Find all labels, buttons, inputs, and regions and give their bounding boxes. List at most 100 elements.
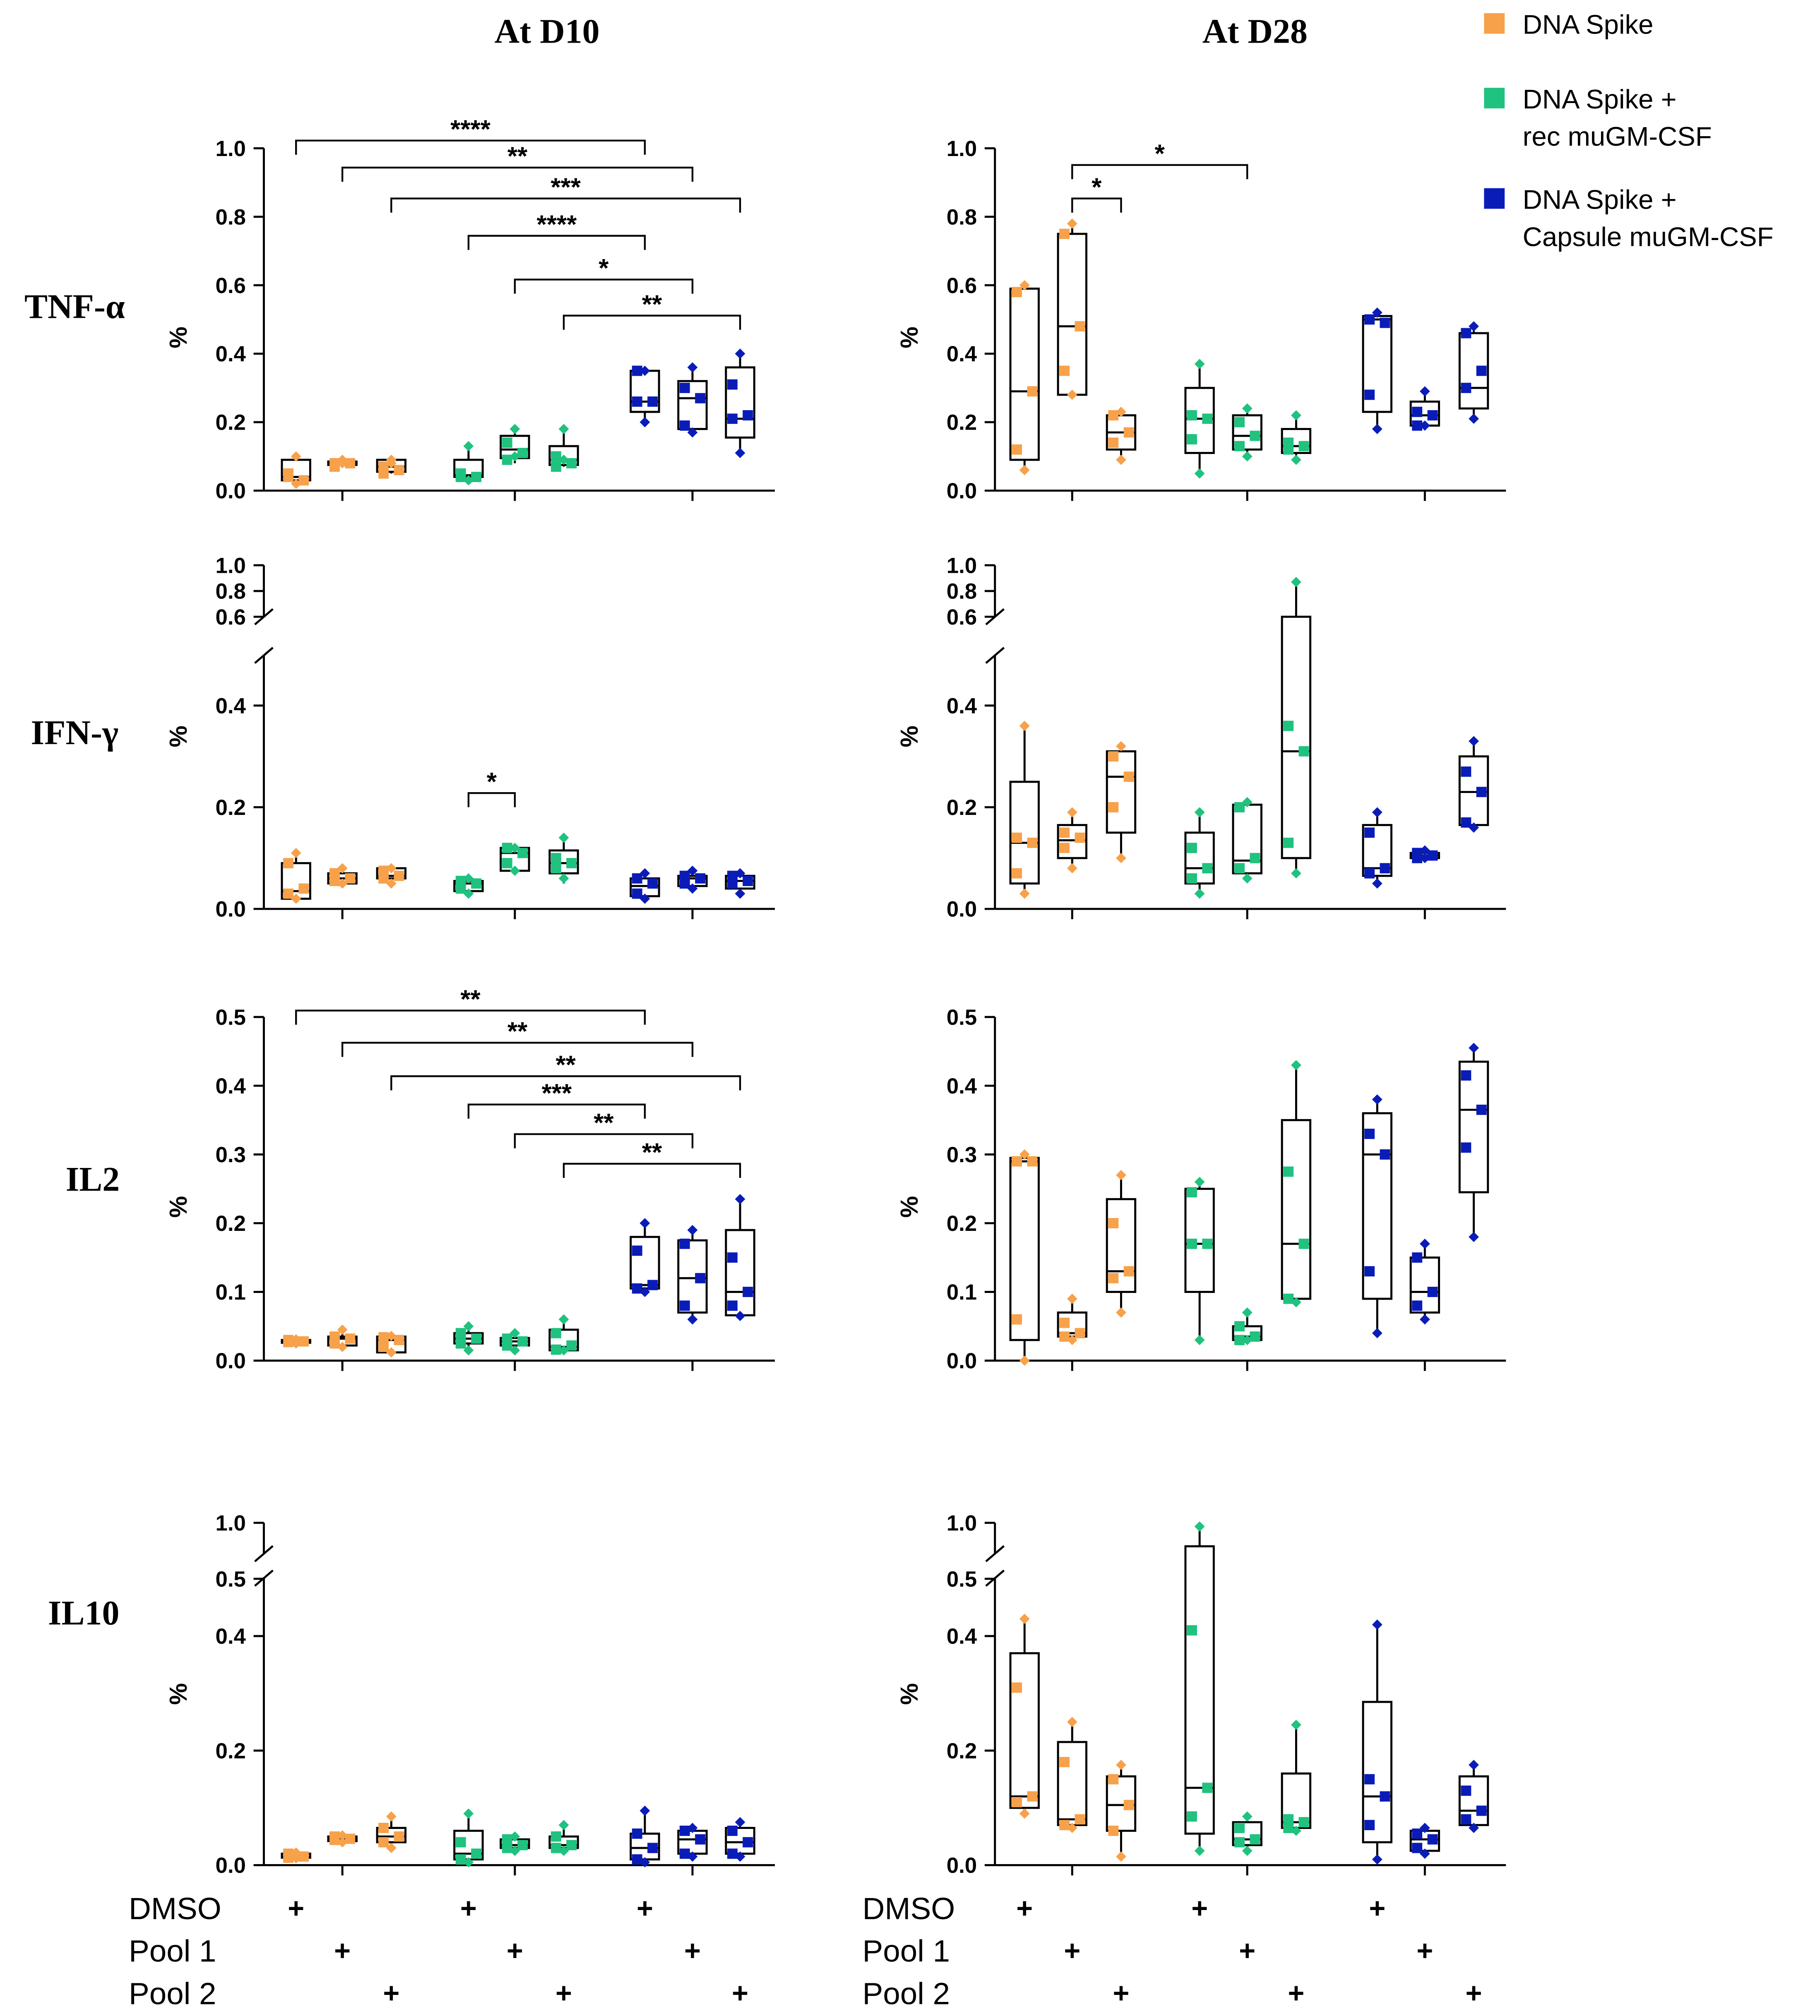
data-point [283, 471, 293, 482]
data-point [386, 1811, 397, 1822]
y-axis-label: % [896, 1683, 923, 1705]
data-point [735, 1194, 745, 1204]
data-point [695, 1273, 706, 1283]
x-table-plus: + [1239, 1935, 1255, 1967]
y-tick-label: 0.0 [215, 1349, 245, 1373]
x-table-plus: + [1466, 1978, 1482, 2009]
data-point [283, 858, 293, 868]
data-point [1123, 771, 1134, 782]
data-point [345, 1333, 356, 1344]
data-point [471, 1333, 481, 1344]
y-tick-label: 0.5 [947, 1567, 977, 1591]
data-point [743, 410, 753, 421]
data-point [1194, 1845, 1205, 1856]
data-point [455, 1328, 466, 1338]
data-point [1187, 873, 1197, 884]
data-point [510, 424, 520, 434]
data-point [329, 876, 340, 886]
box-rect [1184, 387, 1215, 454]
y-tick-label: 0.0 [947, 897, 977, 922]
axis-break-mark [254, 1569, 274, 1587]
significance-bracket [295, 139, 646, 155]
axis-break-mark [254, 1545, 274, 1562]
data-point [558, 424, 569, 434]
data-point [1461, 1070, 1471, 1081]
data-point [551, 863, 561, 874]
data-point [679, 1300, 690, 1311]
row-label: IFN-γ [31, 714, 118, 752]
data-point [1364, 1129, 1375, 1139]
data-point [510, 1345, 520, 1356]
data-point [1067, 1335, 1077, 1346]
data-point [283, 888, 293, 899]
data-point [735, 888, 745, 899]
data-point [551, 1831, 561, 1842]
significance-label: ** [594, 1109, 614, 1137]
x-table-plus: + [732, 1978, 748, 2009]
y-tick-label: 0.4 [215, 1074, 246, 1098]
data-point [1372, 1619, 1382, 1630]
y-tick-label: 0.8 [947, 579, 977, 604]
data-point [1116, 1307, 1126, 1318]
data-point [1027, 1156, 1038, 1167]
data-point [1364, 868, 1375, 879]
significance-bracket [1071, 197, 1122, 213]
data-point [1075, 832, 1085, 843]
data-point [1372, 1328, 1382, 1338]
data-point [1469, 1043, 1479, 1053]
data-point [298, 883, 309, 894]
y-tick-label: 0.2 [947, 1739, 977, 1763]
y-axis-label: % [896, 327, 923, 348]
data-point [1380, 863, 1390, 874]
row-label: IL10 [48, 1594, 120, 1632]
x-table-plus: + [1016, 1893, 1033, 1924]
data-point [1194, 807, 1205, 818]
box-rect [1281, 428, 1312, 454]
data-point [1419, 853, 1430, 863]
axis-break-mark [254, 608, 274, 625]
data-point [1234, 441, 1245, 452]
y-tick-label: 0.2 [215, 1739, 245, 1763]
data-point [298, 1336, 309, 1347]
data-point [1116, 853, 1126, 863]
data-point [1372, 1854, 1382, 1865]
data-point [1242, 451, 1253, 462]
data-point [632, 365, 642, 376]
column-title: At D28 [1202, 12, 1308, 50]
data-point [298, 1851, 309, 1862]
x-table-plus: + [1369, 1893, 1385, 1924]
significance-label: * [487, 768, 497, 796]
data-point [1075, 1328, 1085, 1338]
data-point [1380, 1791, 1390, 1802]
data-point [337, 1837, 348, 1848]
data-point [743, 1287, 753, 1297]
y-axis-label: % [165, 327, 192, 348]
data-point [1412, 1252, 1423, 1263]
data-point [551, 853, 561, 863]
data-point [1194, 1521, 1205, 1532]
data-point [1067, 1293, 1077, 1304]
data-point [291, 894, 301, 904]
data-point [386, 458, 397, 469]
box-rect [1281, 1119, 1312, 1300]
data-point [1194, 1177, 1205, 1187]
box-rect [1362, 1112, 1392, 1300]
data-point [647, 1843, 658, 1853]
data-point [640, 1857, 650, 1868]
data-point [687, 1314, 698, 1325]
x-table-row-label: Pool 2 [862, 1976, 950, 2011]
chart-panel: 0.0 0.2 0.4 0.6 0.8 1.0% * * [896, 137, 1506, 503]
box-rect [1106, 1775, 1137, 1832]
data-point [1291, 1720, 1301, 1730]
data-point [1476, 1105, 1487, 1115]
data-point [394, 1831, 404, 1842]
data-point [517, 1336, 528, 1347]
data-point [1291, 868, 1301, 879]
data-point [1242, 1811, 1253, 1822]
data-point [1108, 1774, 1119, 1785]
legend-label: DNA Spike + [1523, 184, 1677, 214]
box-rect [1184, 1545, 1215, 1835]
data-point [735, 348, 745, 359]
data-point [566, 1840, 577, 1850]
x-table-plus: + [555, 1978, 572, 2009]
